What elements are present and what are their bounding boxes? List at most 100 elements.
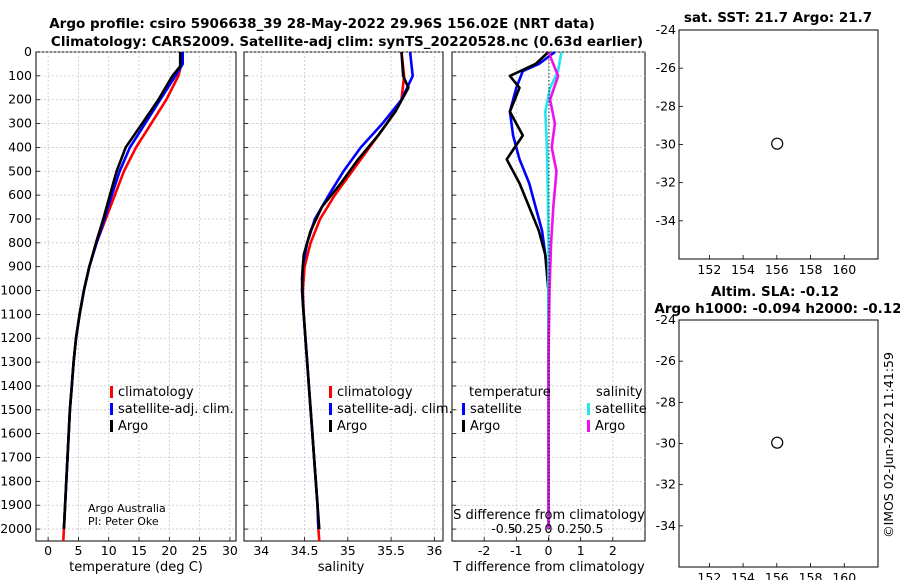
legend-t-satellite: satellite bbox=[470, 402, 522, 417]
credit-line1: Argo Australia bbox=[88, 502, 166, 515]
y-tick-label: 0 bbox=[24, 44, 32, 59]
salinity-legend: climatology satellite-adj. clim. Argo bbox=[329, 385, 453, 434]
legend-swatch-s-argo bbox=[587, 420, 590, 432]
y-tick-label: 500 bbox=[8, 163, 32, 178]
y-tick-label: 800 bbox=[8, 235, 32, 250]
credit-line2: PI: Peter Oke bbox=[88, 515, 159, 528]
legend-satellite-adj: satellite-adj. clim. bbox=[118, 402, 234, 417]
s-difference-axis-label: S difference from climatology bbox=[453, 508, 645, 523]
legend-t-argo: Argo bbox=[470, 419, 500, 434]
legend-climatology: climatology bbox=[337, 385, 413, 400]
x-tick-label: -2 bbox=[478, 543, 490, 558]
legend-swatch-satellite bbox=[110, 403, 113, 415]
timestamp: ©IMOS 02-Jun-2022 11:41:59 bbox=[881, 352, 896, 538]
legend-swatch-argo bbox=[110, 420, 113, 432]
map-y-tick-label: -24 bbox=[656, 312, 676, 327]
x2-tick-label: 0.5 bbox=[584, 521, 604, 536]
x-tick-label: 25 bbox=[192, 543, 208, 558]
map-y-tick-label: -28 bbox=[656, 394, 676, 409]
y-tick-label: 1400 bbox=[0, 378, 32, 393]
x-tick-label: 20 bbox=[161, 543, 177, 558]
x-tick-label: 35.5 bbox=[377, 543, 405, 558]
legend-swatch-t-argo bbox=[462, 420, 465, 432]
x-tick-label: 0 bbox=[545, 543, 553, 558]
t-difference-axis-label: T difference from climatology bbox=[452, 560, 645, 575]
x2-tick-label: -0.5 bbox=[491, 521, 515, 536]
profile-curves bbox=[62, 50, 563, 542]
y-tick-label: 100 bbox=[8, 68, 32, 83]
y-tick-label: 1200 bbox=[0, 330, 32, 345]
x-tick-label: 2 bbox=[609, 543, 617, 558]
legend-swatch-argo bbox=[329, 420, 332, 432]
y-tick-label: 1700 bbox=[0, 450, 32, 465]
x-tick-label: -1 bbox=[510, 543, 522, 558]
map-y-tick-label: -32 bbox=[656, 477, 676, 492]
sst-map-title: sat. SST: 21.7 Argo: 21.7 bbox=[684, 10, 872, 26]
sst-argo-marker bbox=[771, 137, 784, 150]
map-x-tick-label: 158 bbox=[799, 262, 823, 277]
x-tick-label: 10 bbox=[101, 543, 117, 558]
map-y-tick-label: -26 bbox=[656, 353, 676, 368]
series-salinity-argo bbox=[547, 51, 560, 530]
map-y-tick-label: -30 bbox=[656, 436, 676, 451]
x-tick-label: 35 bbox=[340, 543, 356, 558]
sla-map-frame bbox=[678, 319, 879, 568]
map-y-tick-label: -24 bbox=[656, 22, 676, 37]
difference-legend: temperature salinity satellite Argo sate… bbox=[462, 385, 647, 434]
y-tick-label: 1800 bbox=[0, 473, 32, 488]
y-tick-label: 1600 bbox=[0, 426, 32, 441]
map-y-tick-label: -34 bbox=[656, 518, 676, 533]
legend-temperature-title: temperature bbox=[469, 385, 551, 400]
y-tick-label: 400 bbox=[8, 139, 32, 154]
map-y-tick-label: -32 bbox=[656, 175, 676, 190]
legend-s-satellite: satellite bbox=[595, 402, 647, 417]
map-y-tick-label: -34 bbox=[656, 213, 676, 228]
map-y-tick-label: -30 bbox=[656, 137, 676, 152]
salinity-panel bbox=[243, 51, 444, 542]
y-tick-label: 1000 bbox=[0, 283, 32, 298]
map-x-tick-label: 160 bbox=[832, 570, 856, 580]
map-x-tick-label: 158 bbox=[799, 570, 823, 580]
series-argo bbox=[300, 51, 410, 530]
series-argo bbox=[62, 52, 182, 530]
map-y-tick-label: -26 bbox=[656, 60, 676, 75]
legend-argo: Argo bbox=[337, 419, 367, 434]
y-tick-label: 900 bbox=[8, 259, 32, 274]
x2-tick-label: 0 bbox=[545, 521, 553, 536]
x-tick-label: 5 bbox=[74, 543, 82, 558]
axis-ticks: 0100200300400500600700800900100011001200… bbox=[0, 44, 617, 558]
legend-swatch-s-satellite bbox=[587, 403, 590, 415]
map-x-tick-label: 152 bbox=[697, 570, 721, 580]
map-y-tick-label: -28 bbox=[656, 98, 676, 113]
y-tick-label: 200 bbox=[8, 92, 32, 107]
sla-map-title-2: Argo h1000: -0.094 h2000: -0.12 bbox=[654, 301, 900, 317]
salinity-axis-label: salinity bbox=[318, 560, 365, 575]
legend-swatch-climatology bbox=[329, 386, 332, 398]
map-x-tick-label: 156 bbox=[765, 262, 789, 277]
map-x-tick-label: 154 bbox=[731, 570, 755, 580]
x-tick-label: 36 bbox=[426, 543, 442, 558]
y-tick-label: 1500 bbox=[0, 402, 32, 417]
legend-argo: Argo bbox=[118, 419, 148, 434]
temperature-axis-label: temperature (deg C) bbox=[69, 560, 203, 575]
legend-swatch-satellite bbox=[329, 403, 332, 415]
map-axis-ticks: 152 154 156 158 160 -24 -26 -28 -30 -32 -34 152 154 1… bbox=[656, 22, 857, 580]
x-tick-label: 34 bbox=[253, 543, 269, 558]
y-tick-label: 1100 bbox=[0, 306, 32, 321]
x2-tick-label: 0.25 bbox=[557, 521, 585, 536]
sla-map-title-1: Altim. SLA: -0.12 bbox=[711, 284, 839, 300]
map-x-tick-label: 156 bbox=[765, 570, 789, 580]
legend-s-argo: Argo bbox=[595, 419, 625, 434]
map-x-tick-label: 152 bbox=[697, 262, 721, 277]
sla-argo-marker bbox=[771, 436, 784, 449]
y-tick-label: 700 bbox=[8, 211, 32, 226]
legend-swatch-climatology bbox=[110, 386, 113, 398]
x-tick-label: 15 bbox=[131, 543, 147, 558]
x-tick-label: 1 bbox=[577, 543, 585, 558]
legend-swatch-t-satellite bbox=[462, 403, 465, 415]
y-tick-label: 1900 bbox=[0, 497, 32, 512]
legend-salinity-title: salinity bbox=[596, 385, 643, 400]
map-x-tick-label: 154 bbox=[731, 262, 755, 277]
map-x-tick-label: 160 bbox=[832, 262, 856, 277]
